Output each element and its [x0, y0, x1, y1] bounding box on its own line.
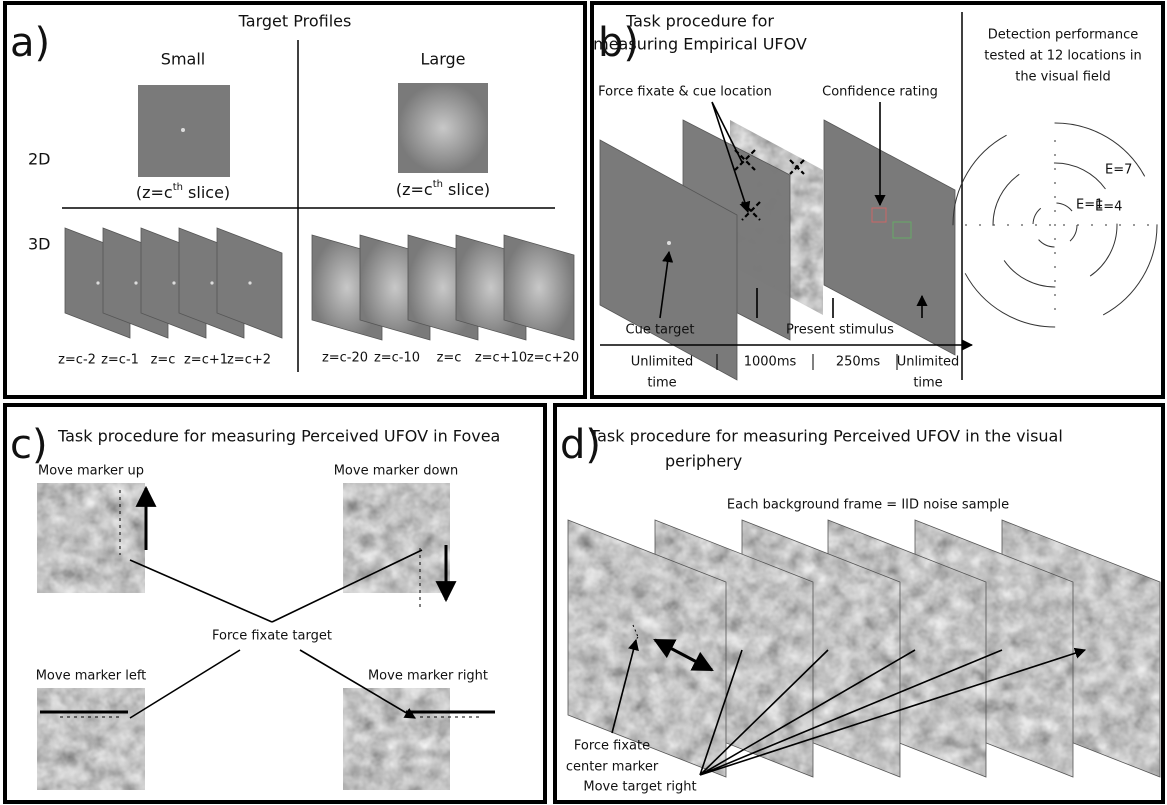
eccentricity: E=7 — [1105, 163, 1132, 178]
large-stack — [312, 235, 574, 340]
annotation: Force fixate & cue location — [598, 85, 772, 100]
annotation: Confidence rating — [822, 85, 938, 100]
slice-label: z=c — [437, 351, 462, 366]
time-label: Unlimited — [631, 355, 694, 370]
panel-title: Task procedure for measuring Perceived U… — [57, 427, 500, 446]
annotation: the visual field — [1015, 70, 1111, 85]
caption-part: slice) — [443, 180, 490, 199]
caption: (z=cth slice) — [396, 179, 490, 199]
slice-label: z=c — [151, 353, 176, 368]
annotation: Each background frame = IID noise sample — [727, 498, 1009, 513]
time-label: Unlimited — [897, 355, 960, 370]
small-stack — [65, 228, 282, 338]
annotation: tested at 12 locations in — [984, 49, 1142, 64]
panel-label: a) — [10, 20, 50, 66]
noise-image — [343, 483, 450, 593]
stimulus-frame — [824, 120, 955, 355]
caption-sup: th — [173, 182, 183, 193]
panel-title: periphery — [665, 452, 742, 471]
target-dot — [96, 281, 99, 284]
panel-a — [5, 3, 585, 397]
row-label: 2D — [28, 150, 51, 169]
time-label: 1000ms — [744, 355, 797, 370]
column-label: Small — [161, 50, 205, 69]
slice-label: z=c+2 — [227, 353, 271, 368]
eccentricity: E=1 — [1076, 198, 1103, 213]
slice-label: z=c+10 — [475, 351, 527, 366]
caption: (z=cth slice) — [136, 182, 230, 202]
panel-title: Task procedure for measuring Perceived U… — [589, 427, 1063, 446]
row-label: 3D — [28, 235, 51, 254]
annotation: Move target right — [583, 780, 696, 795]
step-label: Move marker left — [36, 669, 147, 684]
panel-title: Target Profiles — [238, 12, 352, 31]
slice-label: z=c+1 — [184, 353, 228, 368]
slice-label: z=c-20 — [322, 351, 368, 366]
step-label: Move marker down — [334, 464, 459, 479]
caption-part: (z=c — [136, 183, 173, 202]
panel-label: c) — [10, 422, 48, 468]
figure: a) Target Profiles Small Large 2D 3D (z=… — [0, 0, 1167, 805]
noise-image — [37, 688, 145, 790]
target-image — [398, 83, 488, 173]
time-label: 250ms — [836, 355, 880, 370]
annotation: Force fixate — [574, 739, 650, 754]
target-dot — [134, 281, 137, 284]
target-dot — [210, 281, 213, 284]
cue-dot — [667, 241, 671, 245]
target-dot — [172, 281, 175, 284]
noise-stack — [568, 520, 1160, 777]
annotation: Force fixate target — [212, 629, 332, 644]
slice-label: z=c-10 — [374, 351, 420, 366]
noise-image — [37, 483, 145, 593]
annotation: Cue target — [626, 323, 695, 338]
slice-label: z=c+20 — [527, 351, 579, 366]
slice-label: z=c-1 — [101, 353, 139, 368]
target-dot — [248, 281, 251, 284]
step-label: Move marker up — [38, 464, 144, 479]
step-label: Move marker right — [368, 669, 488, 684]
annotation: Detection performance — [988, 28, 1139, 43]
time-label: time — [913, 376, 942, 391]
target-dot — [181, 128, 185, 132]
caption-part: (z=c — [396, 180, 433, 199]
slice-label: z=c-2 — [58, 353, 96, 368]
caption-sup: th — [433, 179, 443, 190]
noise-image — [343, 688, 450, 790]
panel-title: measuring Empirical UFOV — [593, 35, 807, 54]
caption-part: slice) — [183, 183, 230, 202]
annotation: center marker — [566, 760, 659, 775]
field-map — [953, 123, 1157, 327]
panel-title: Task procedure for — [625, 12, 774, 31]
time-label: time — [647, 376, 676, 391]
annotation: Present stimulus — [786, 323, 894, 338]
column-label: Large — [420, 50, 465, 69]
